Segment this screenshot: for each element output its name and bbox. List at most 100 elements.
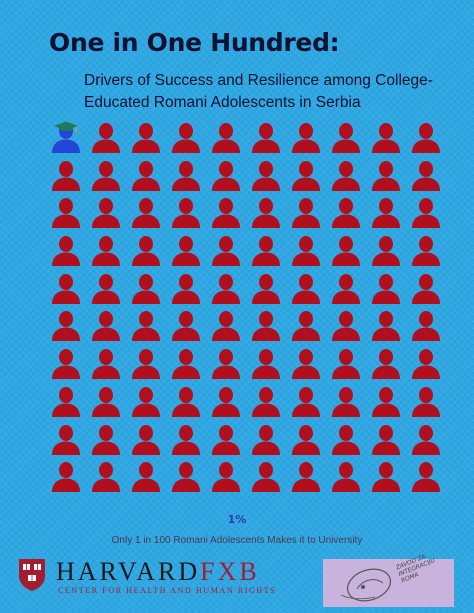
person-icon <box>92 424 120 455</box>
person-icon <box>412 236 440 267</box>
person-icon <box>372 349 400 380</box>
person-icon <box>332 160 360 191</box>
person-icon <box>132 236 160 267</box>
person-icon <box>252 311 280 342</box>
person-icon <box>252 462 280 493</box>
person-icon <box>372 160 400 191</box>
harvard-subline: CENTER FOR HEALTH AND HUMAN RIGHTS <box>58 586 277 595</box>
person-icon <box>412 386 440 417</box>
person-icon <box>172 349 200 380</box>
partner-logo-icon <box>340 568 392 602</box>
person-icon <box>212 236 240 267</box>
person-icon <box>92 462 120 493</box>
person-icon <box>52 424 80 455</box>
person-icon <box>52 311 80 342</box>
person-icon <box>252 273 280 304</box>
person-icon <box>292 123 320 153</box>
percentage-stat: 1% <box>227 513 247 526</box>
person-icon <box>92 386 120 417</box>
harvard-wordmark: HARVARDFXB <box>56 557 260 586</box>
person-icon <box>172 123 200 153</box>
person-icon <box>172 311 200 342</box>
person-icon <box>372 462 400 493</box>
person-icon <box>372 424 400 455</box>
person-icon <box>332 424 360 455</box>
person-icon <box>412 311 440 342</box>
person-icon <box>172 386 200 417</box>
person-icon <box>212 160 240 191</box>
person-icon <box>292 198 320 229</box>
person-icon <box>212 123 240 153</box>
person-icon <box>52 273 80 304</box>
person-icon <box>132 462 160 493</box>
person-icon <box>212 273 240 304</box>
person-icon <box>412 273 440 304</box>
person-icon <box>212 311 240 342</box>
person-icon <box>292 160 320 191</box>
graduate-person-icon <box>52 121 80 153</box>
person-icon <box>92 273 120 304</box>
person-icon <box>332 349 360 380</box>
person-icon <box>92 311 120 342</box>
person-icon <box>332 273 360 304</box>
person-icon <box>132 160 160 191</box>
person-icon <box>132 424 160 455</box>
person-icon <box>372 273 400 304</box>
person-icon <box>252 424 280 455</box>
person-icon <box>412 123 440 153</box>
person-icon <box>212 462 240 493</box>
person-icon <box>332 311 360 342</box>
person-icon <box>52 198 80 229</box>
person-icon <box>412 198 440 229</box>
person-icon <box>92 123 120 153</box>
person-icon <box>172 198 200 229</box>
person-icon <box>132 198 160 229</box>
person-icon <box>52 160 80 191</box>
partner-logo: ZAVOD ZA INTEGRACIJU ROMA <box>323 553 454 607</box>
person-icon <box>132 123 160 153</box>
person-icon <box>132 386 160 417</box>
person-icon <box>372 198 400 229</box>
person-icon <box>372 123 400 153</box>
person-icon <box>92 160 120 191</box>
person-icon <box>332 123 360 153</box>
person-icon <box>372 311 400 342</box>
person-icon <box>252 160 280 191</box>
person-icon <box>252 123 280 153</box>
person-icon <box>292 462 320 493</box>
person-icon <box>172 236 200 267</box>
person-icon <box>92 236 120 267</box>
person-icon <box>332 386 360 417</box>
person-icon <box>332 462 360 493</box>
person-icon <box>212 349 240 380</box>
person-icon <box>332 236 360 267</box>
person-icon <box>132 311 160 342</box>
stat-caption: Only 1 in 100 Romani Adolescents Makes i… <box>111 535 363 546</box>
person-icon <box>172 273 200 304</box>
person-icon <box>52 386 80 417</box>
person-icon <box>412 349 440 380</box>
person-icon <box>252 236 280 267</box>
page-title: One in One Hundred: <box>49 28 340 57</box>
person-icon <box>292 349 320 380</box>
person-icon <box>412 462 440 493</box>
person-icon <box>292 236 320 267</box>
person-icon <box>172 160 200 191</box>
person-icon <box>292 311 320 342</box>
person-icon <box>252 198 280 229</box>
person-icon <box>172 462 200 493</box>
person-icon <box>212 424 240 455</box>
person-icon <box>252 386 280 417</box>
person-icon <box>172 424 200 455</box>
person-icon <box>212 198 240 229</box>
person-icon <box>52 236 80 267</box>
person-icon <box>92 349 120 380</box>
person-icon <box>372 236 400 267</box>
person-icon <box>292 273 320 304</box>
person-icon <box>412 424 440 455</box>
person-icon <box>132 273 160 304</box>
person-icon <box>332 198 360 229</box>
person-icon <box>372 386 400 417</box>
person-icon <box>412 160 440 191</box>
person-icon <box>52 462 80 493</box>
